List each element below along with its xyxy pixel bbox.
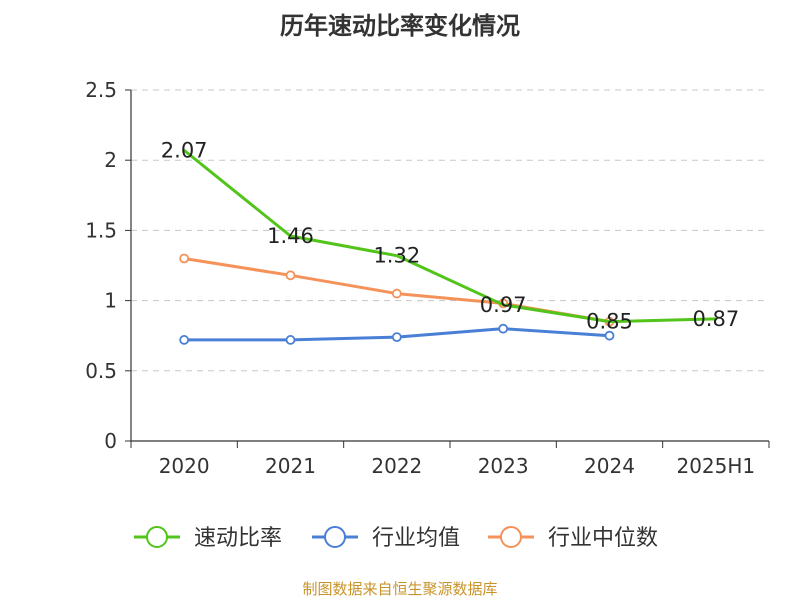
legend-marker <box>146 526 168 548</box>
data-label: 0.85 <box>586 310 633 334</box>
data-labels: 2.07 1.46 1.32 0.97 0.85 0.87 <box>161 138 739 333</box>
legend-marker <box>500 526 522 548</box>
series-point <box>285 335 296 345</box>
data-label: 2.07 <box>161 138 208 162</box>
series-point <box>285 270 296 281</box>
series-point <box>391 332 402 343</box>
series-point <box>179 335 190 345</box>
series-point <box>179 253 190 264</box>
y-tick-label: 2.5 <box>85 78 117 102</box>
x-tick-label: 2025H1 <box>676 454 755 478</box>
data-label: 1.32 <box>373 244 420 268</box>
series-point <box>498 323 509 334</box>
x-tick-label: 2024 <box>584 454 635 478</box>
grid-lines <box>131 89 769 372</box>
data-label: 1.46 <box>267 224 314 248</box>
x-axis: 2020 2021 2022 2023 2024 2025H1 <box>130 440 770 478</box>
chart-title: 历年速动比率变化情况 <box>280 12 520 40</box>
y-axis: 0 0.5 1 1.5 2 2.5 <box>85 78 132 453</box>
y-tick-label: 1.5 <box>85 218 117 242</box>
data-label: 0.87 <box>692 307 739 331</box>
series-line <box>182 148 718 324</box>
series-point <box>604 330 615 341</box>
legend-label: 行业中位数 <box>548 526 658 551</box>
y-tick-label: 1 <box>104 289 117 313</box>
legend-label: 速动比率 <box>194 526 282 551</box>
series-group <box>179 148 718 345</box>
data-label: 0.97 <box>480 293 527 317</box>
x-tick-label: 2021 <box>265 454 316 478</box>
legend-label: 行业均值 <box>372 526 460 551</box>
x-tick-label: 2023 <box>478 454 529 478</box>
legend: 速动比率 行业均值 行业中位数 <box>134 526 658 551</box>
y-tick-label: 0.5 <box>85 359 117 383</box>
x-tick-label: 2022 <box>371 454 422 478</box>
source-note: 制图数据来自恒生聚源数据库 <box>302 580 497 598</box>
y-tick-label: 0 <box>104 429 117 453</box>
legend-marker <box>324 526 346 548</box>
series-point <box>391 288 402 299</box>
x-tick-label: 2020 <box>159 454 210 478</box>
y-tick-label: 2 <box>104 148 117 172</box>
